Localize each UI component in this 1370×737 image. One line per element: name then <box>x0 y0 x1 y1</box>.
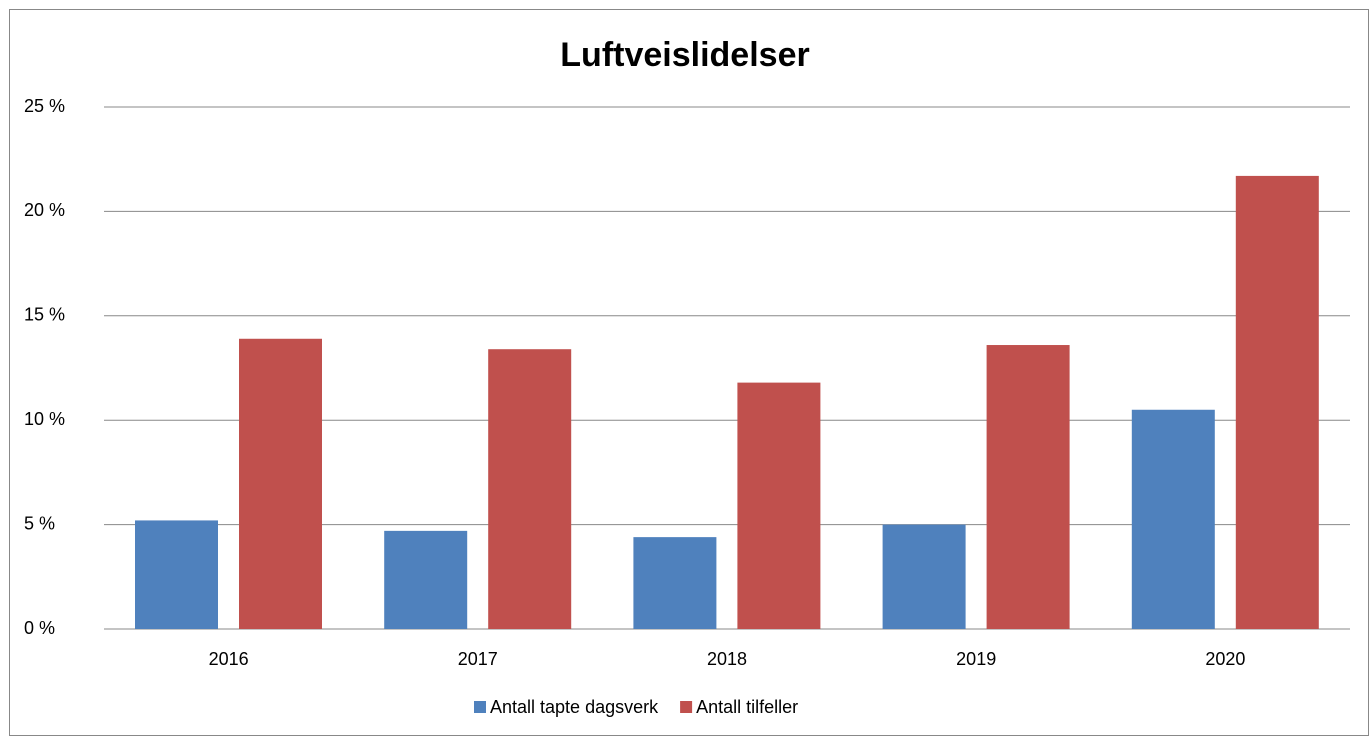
y-tick-label: 15 % <box>24 305 65 325</box>
y-tick-label: 5 % <box>24 513 55 533</box>
bar <box>882 524 966 629</box>
y-tick-label: 25 % <box>24 96 65 116</box>
bar <box>1131 409 1215 629</box>
bar <box>986 345 1070 629</box>
bar <box>633 537 717 629</box>
legend-label: Antall tilfeller <box>696 697 798 717</box>
legend-label: Antall tapte dagsverk <box>490 697 659 717</box>
legend-swatch <box>680 701 693 713</box>
legend-swatch <box>474 701 486 713</box>
x-tick-label: 2016 <box>209 649 249 669</box>
bar <box>737 382 821 629</box>
x-tick-label: 2020 <box>1205 649 1245 669</box>
y-tick-label: 0 % <box>24 618 55 638</box>
bar <box>488 349 572 629</box>
y-tick-label: 10 % <box>24 409 65 429</box>
x-tick-label: 2018 <box>707 649 747 669</box>
bar <box>1235 175 1319 630</box>
bar <box>384 530 468 629</box>
bar <box>239 338 322 629</box>
bar <box>135 520 218 629</box>
x-tick-label: 2017 <box>458 649 498 669</box>
chart-title: Luftveislidelser <box>560 36 809 74</box>
x-tick-label: 2019 <box>956 649 996 669</box>
y-tick-label: 20 % <box>24 200 65 220</box>
